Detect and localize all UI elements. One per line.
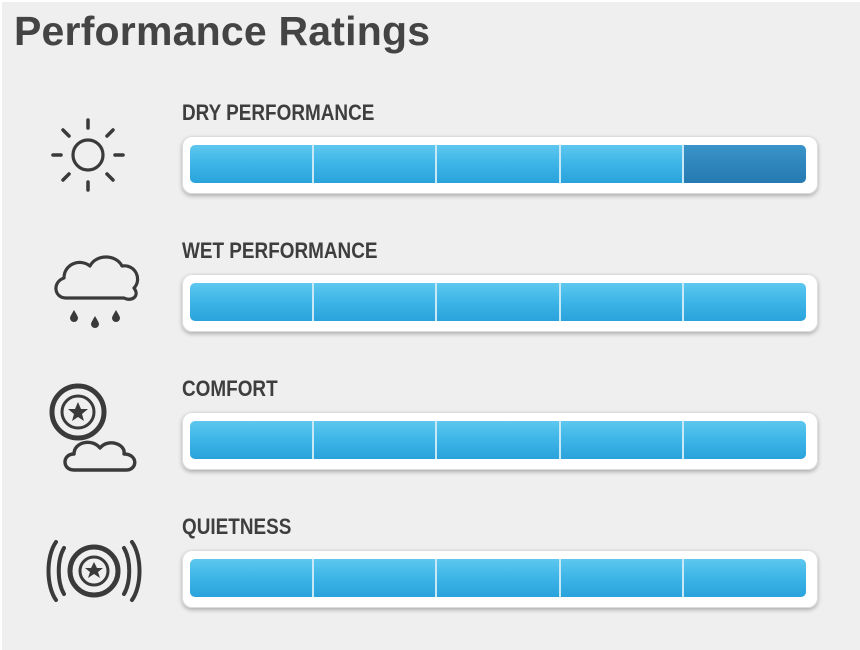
meter-segment-highlight bbox=[684, 145, 806, 183]
meter-segment bbox=[190, 559, 314, 597]
meter-segment bbox=[437, 559, 561, 597]
rating-meter-dry bbox=[182, 136, 818, 194]
tire-sound-waves-icon bbox=[44, 512, 154, 622]
rating-row-quietness: QUIETNESS bbox=[0, 512, 860, 622]
meter-segment bbox=[313, 421, 438, 459]
sun-icon bbox=[44, 98, 154, 208]
meter-segment bbox=[313, 559, 438, 597]
meter-track bbox=[190, 283, 806, 321]
meter-segment bbox=[560, 559, 685, 597]
meter-segment bbox=[684, 421, 806, 459]
meter-segment bbox=[437, 421, 561, 459]
page-title: Performance Ratings bbox=[14, 8, 431, 54]
rating-label-wet: WET PERFORMANCE bbox=[182, 238, 378, 263]
rain-cloud-icon bbox=[44, 236, 154, 346]
rating-label-quietness: QUIETNESS bbox=[182, 514, 292, 539]
meter-track bbox=[190, 421, 806, 459]
rating-row-wet: WET PERFORMANCE bbox=[0, 236, 860, 346]
rating-label-dry: DRY PERFORMANCE bbox=[182, 100, 375, 125]
meter-segment bbox=[560, 283, 685, 321]
rating-meter-wet bbox=[182, 274, 818, 332]
rating-label-comfort: COMFORT bbox=[182, 376, 278, 401]
rating-row-comfort: COMFORT bbox=[0, 374, 860, 484]
meter-segment bbox=[190, 421, 314, 459]
rating-row-dry: DRY PERFORMANCE bbox=[0, 98, 860, 208]
meter-segment bbox=[684, 283, 806, 321]
rating-meter-comfort bbox=[182, 412, 818, 470]
meter-segment bbox=[190, 283, 314, 321]
rating-meter-quietness bbox=[182, 550, 818, 608]
meter-segment bbox=[190, 145, 314, 183]
meter-track bbox=[190, 145, 806, 183]
meter-segment bbox=[560, 145, 685, 183]
meter-segment bbox=[437, 145, 561, 183]
meter-segment bbox=[313, 145, 438, 183]
meter-segment bbox=[684, 559, 806, 597]
meter-segment bbox=[437, 283, 561, 321]
meter-segment bbox=[313, 283, 438, 321]
meter-track bbox=[190, 559, 806, 597]
meter-segment bbox=[560, 421, 685, 459]
tire-cloud-icon bbox=[44, 374, 154, 484]
